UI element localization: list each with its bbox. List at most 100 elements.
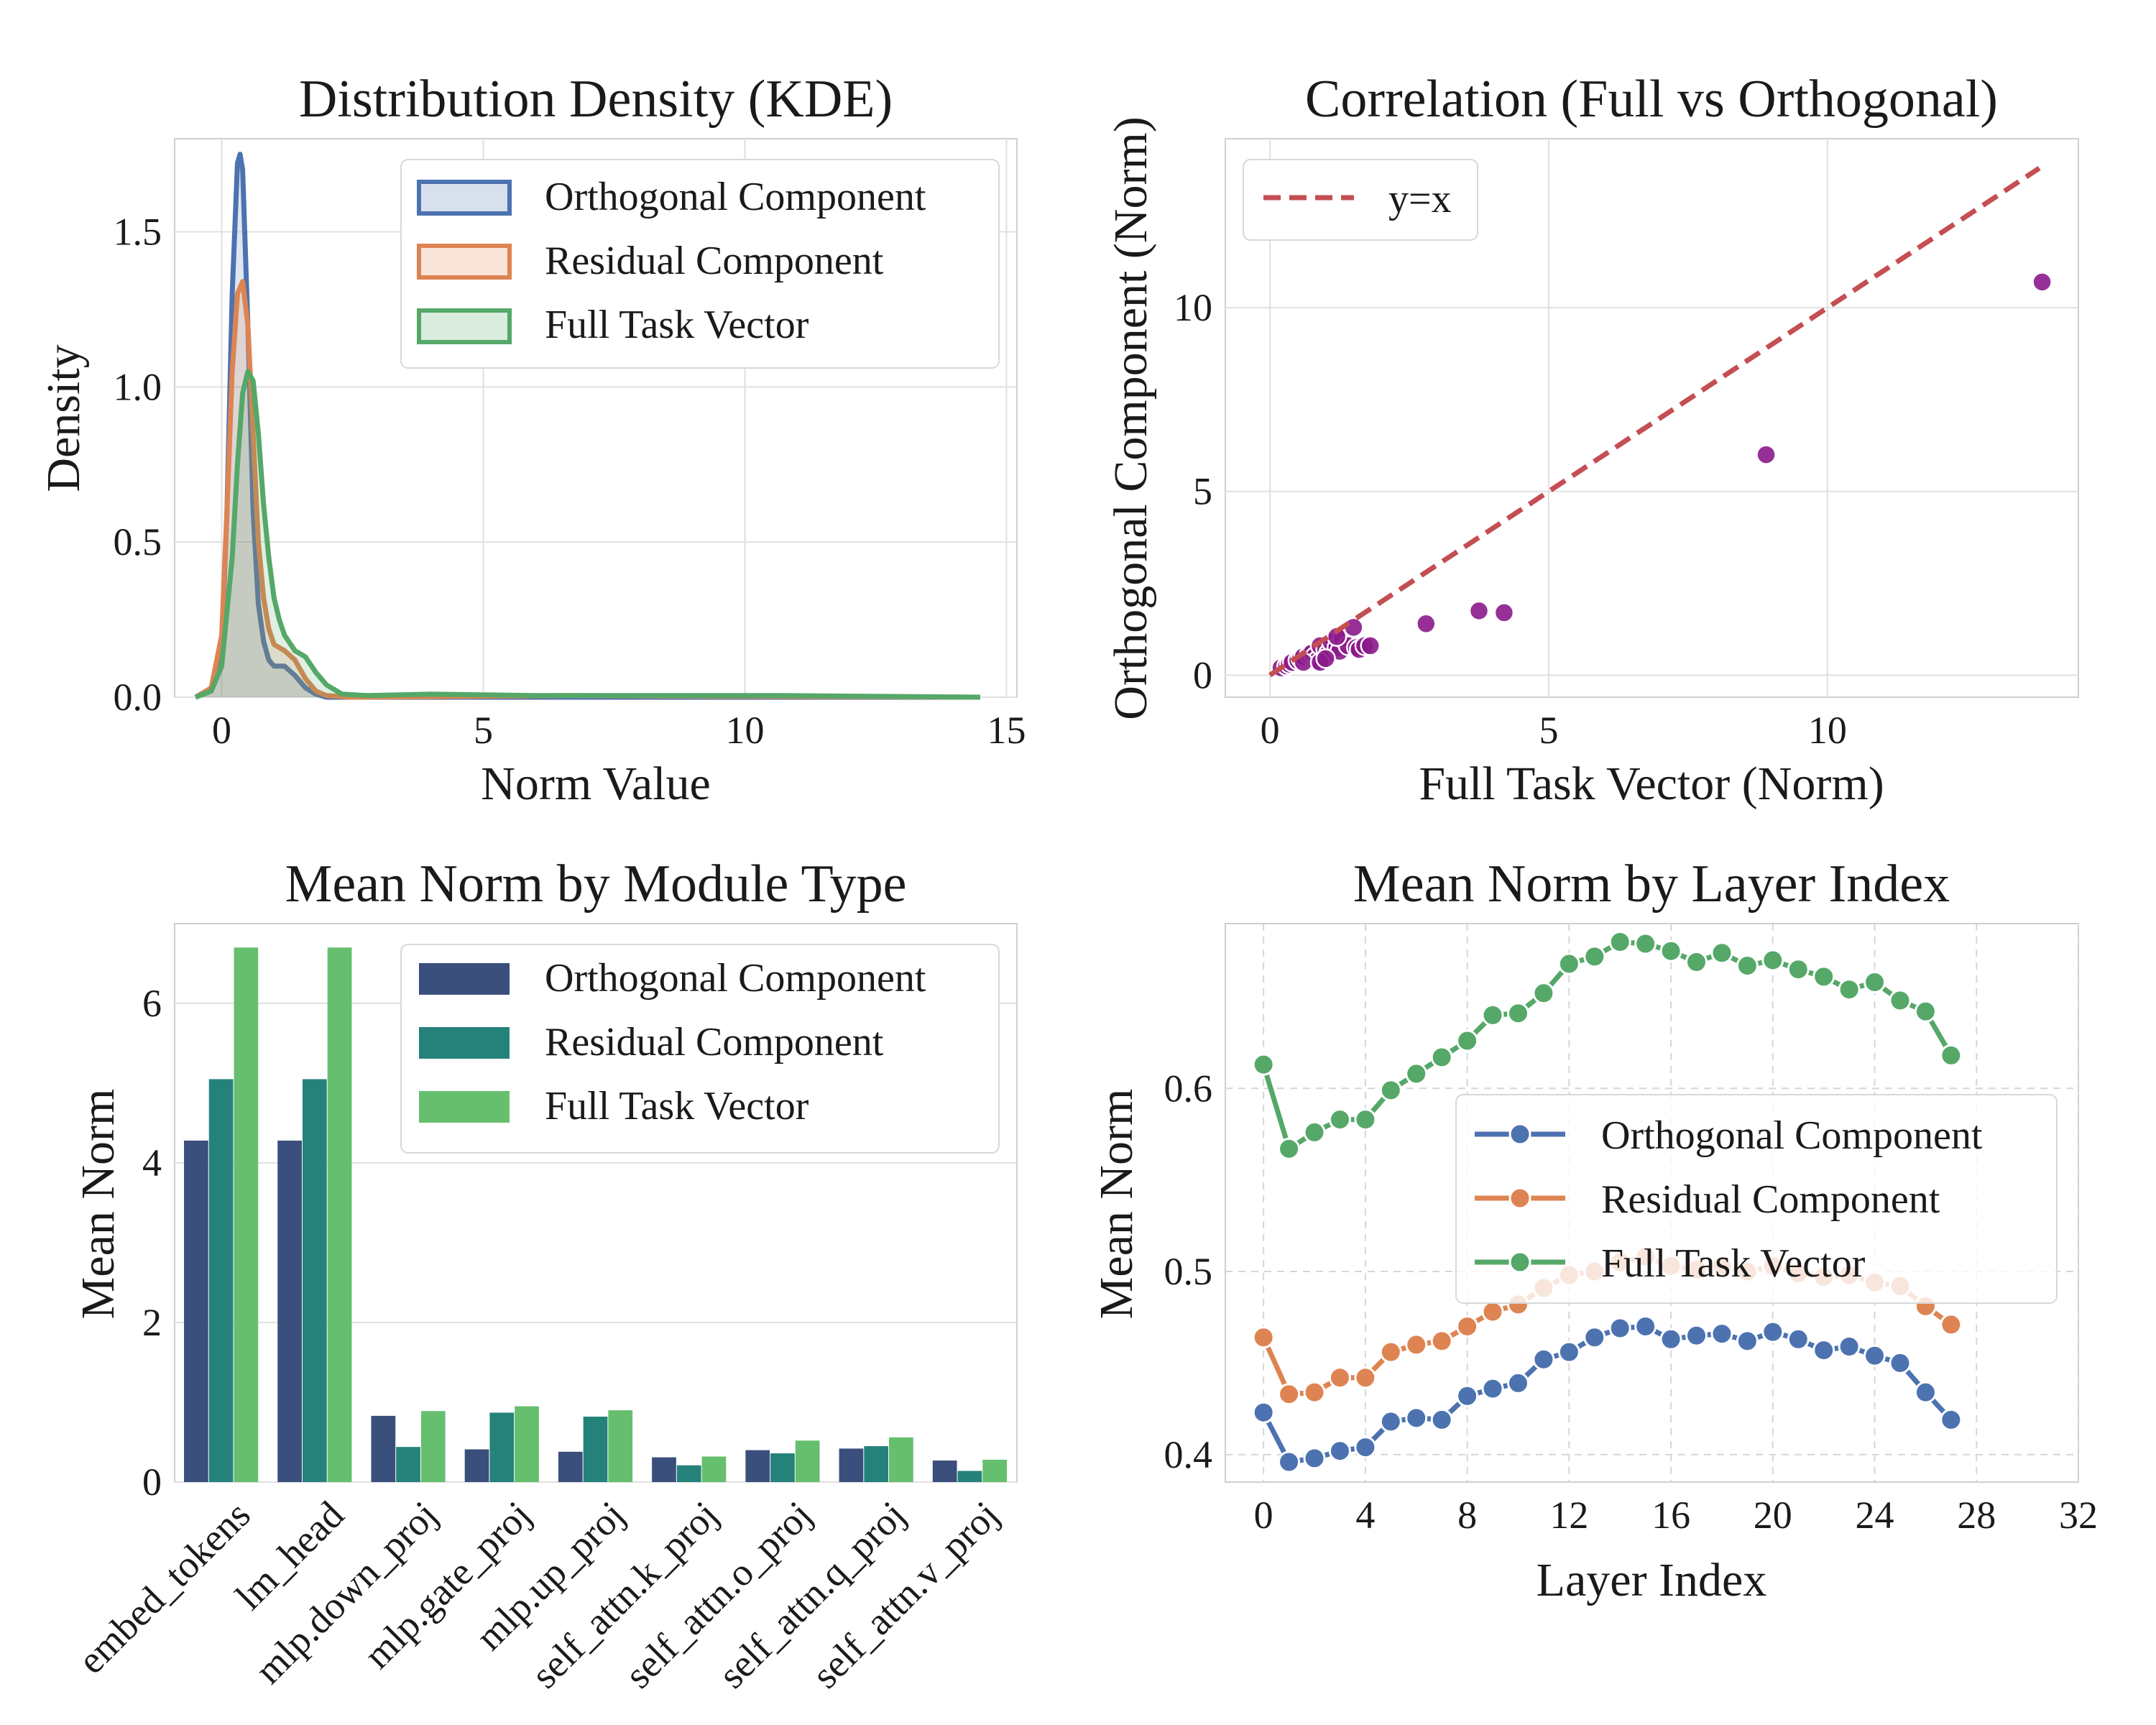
layer-point-full bbox=[1736, 954, 1759, 978]
bar-full bbox=[889, 1437, 913, 1482]
layer-ytick-label: 0.5 bbox=[1164, 1250, 1213, 1293]
layer-point-full bbox=[1838, 978, 1861, 1001]
bar-orthogonal bbox=[184, 1140, 208, 1482]
layer-point-full bbox=[1812, 965, 1835, 988]
scatter-legend: y=x bbox=[1243, 159, 1478, 241]
kde-xtick-label: 15 bbox=[987, 709, 1026, 752]
bar-full bbox=[608, 1410, 633, 1482]
scatter-point bbox=[1756, 444, 1777, 465]
bar-full bbox=[420, 1411, 446, 1482]
scatter-point bbox=[1360, 635, 1381, 656]
layer-point-residual bbox=[1354, 1366, 1377, 1389]
kde-ytick-label: 0.5 bbox=[114, 520, 162, 564]
scatter-point bbox=[1326, 626, 1348, 647]
layer-xlabel: Layer Index bbox=[1537, 1554, 1767, 1606]
layer-point-full bbox=[1506, 1002, 1529, 1025]
legend-label-full: Full Task Vector bbox=[545, 303, 809, 347]
layer-title: Mean Norm by Layer Index bbox=[1353, 855, 1950, 914]
kde-panel: 0 5 10 15 0.0 0.5 1.0 1.5 Distribution Density … bbox=[37, 70, 1026, 810]
layer-point-orthogonal bbox=[1303, 1447, 1326, 1470]
bar-residual bbox=[770, 1453, 795, 1482]
kde-ytick-label: 1.5 bbox=[114, 211, 162, 254]
kde-ticks: 0 5 10 15 0.0 0.5 1.0 1.5 bbox=[114, 211, 1026, 753]
bar-full bbox=[982, 1459, 1007, 1482]
layer-point-full bbox=[1379, 1079, 1402, 1102]
bar-residual bbox=[489, 1412, 515, 1482]
layer-point-residual bbox=[1379, 1340, 1402, 1363]
scatter-ticks: 0 5 10 0 5 10 bbox=[1174, 286, 1847, 752]
bar-legend-swatch-residual bbox=[419, 1027, 510, 1059]
bar-orthogonal bbox=[558, 1451, 583, 1482]
layer-legend-label-orthogonal: Orthogonal Component bbox=[1601, 1113, 1983, 1158]
layer-point-full bbox=[1430, 1046, 1453, 1069]
layer-point-full bbox=[1761, 949, 1784, 972]
layer-point-full bbox=[1583, 945, 1606, 968]
layer-point-full bbox=[1456, 1029, 1479, 1052]
scatter-title: Correlation (Full vs Orthogonal) bbox=[1305, 70, 1998, 129]
scatter-point bbox=[1416, 613, 1437, 635]
scatter-xtick-label: 0 bbox=[1261, 709, 1280, 752]
layer-point-full bbox=[1252, 1053, 1275, 1076]
layer-point-orthogonal bbox=[1812, 1339, 1835, 1362]
bar-residual bbox=[957, 1471, 982, 1482]
scatter-ytick-label: 5 bbox=[1193, 470, 1212, 513]
layer-point-orthogonal bbox=[1379, 1410, 1402, 1433]
kde-legend: Orthogonal Component Residual Component … bbox=[400, 159, 1000, 369]
layer-point-orthogonal bbox=[1532, 1348, 1555, 1371]
bar-orthogonal bbox=[839, 1448, 864, 1482]
layer-xtick-label: 4 bbox=[1355, 1494, 1375, 1537]
layer-point-residual bbox=[1456, 1315, 1479, 1338]
legend-label-diag: y=x bbox=[1388, 177, 1452, 221]
scatter-ytick-label: 10 bbox=[1174, 286, 1212, 329]
layer-point-orthogonal bbox=[1354, 1436, 1377, 1459]
scatter-legend-box bbox=[1243, 159, 1478, 241]
kde-xtick-label: 5 bbox=[474, 709, 493, 752]
layer-xtick-label: 12 bbox=[1549, 1494, 1588, 1537]
bar-full bbox=[234, 947, 259, 1482]
kde-xtick-label: 10 bbox=[725, 709, 764, 752]
layer-point-orthogonal bbox=[1787, 1328, 1810, 1351]
scatter-xlabel: Full Task Vector (Norm) bbox=[1419, 758, 1884, 810]
bar-legend-label-residual: Residual Component bbox=[545, 1020, 884, 1064]
bar-title: Mean Norm by Module Type bbox=[285, 855, 907, 914]
bar-full bbox=[701, 1456, 727, 1482]
layer-point-full bbox=[1608, 930, 1631, 953]
layer-marks bbox=[1252, 930, 1963, 1473]
bar-residual bbox=[396, 1447, 420, 1482]
kde-area-residual bbox=[195, 281, 981, 698]
layer-point-orthogonal bbox=[1481, 1377, 1504, 1400]
layer-point-full bbox=[1940, 1044, 1963, 1067]
bar-residual bbox=[208, 1079, 234, 1482]
scatter-ylabel: Orthogonal Component (Norm) bbox=[1105, 116, 1157, 720]
bar-legend-label-full: Full Task Vector bbox=[545, 1084, 809, 1128]
layer-point-orthogonal bbox=[1405, 1407, 1428, 1430]
layer-point-orthogonal bbox=[1736, 1330, 1759, 1353]
legend-swatch-residual bbox=[417, 244, 512, 280]
layer-point-orthogonal bbox=[1634, 1315, 1657, 1338]
layer-legend-marker-full bbox=[1508, 1251, 1531, 1274]
bar-orthogonal bbox=[464, 1449, 489, 1482]
layer-xtick-label: 28 bbox=[1957, 1494, 1996, 1537]
bar-full bbox=[515, 1406, 539, 1482]
layer-point-full bbox=[1787, 958, 1810, 981]
layer-xtick-label: 24 bbox=[1856, 1494, 1894, 1537]
legend-swatch-full bbox=[417, 308, 512, 344]
layer-point-full bbox=[1532, 982, 1555, 1005]
scatter-point bbox=[2032, 272, 2053, 293]
bar-orthogonal bbox=[277, 1140, 302, 1482]
layer-point-orthogonal bbox=[1252, 1401, 1275, 1424]
layer-point-orthogonal bbox=[1557, 1340, 1580, 1363]
bar-ytick-label: 4 bbox=[142, 1141, 162, 1184]
layer-point-full bbox=[1328, 1108, 1351, 1131]
layer-point-full bbox=[1405, 1062, 1428, 1085]
layer-point-orthogonal bbox=[1659, 1328, 1682, 1351]
layer-point-residual bbox=[1278, 1383, 1301, 1406]
layer-ytick-label: 0.6 bbox=[1164, 1067, 1213, 1110]
bar-ytick-label: 0 bbox=[142, 1460, 162, 1504]
layer-ytick-label: 0.4 bbox=[1164, 1433, 1213, 1476]
layer-point-full bbox=[1634, 932, 1657, 955]
bar-marks bbox=[184, 947, 1007, 1482]
layer-legend-label-residual: Residual Component bbox=[1601, 1177, 1940, 1222]
scatter-marks bbox=[1268, 165, 2053, 678]
